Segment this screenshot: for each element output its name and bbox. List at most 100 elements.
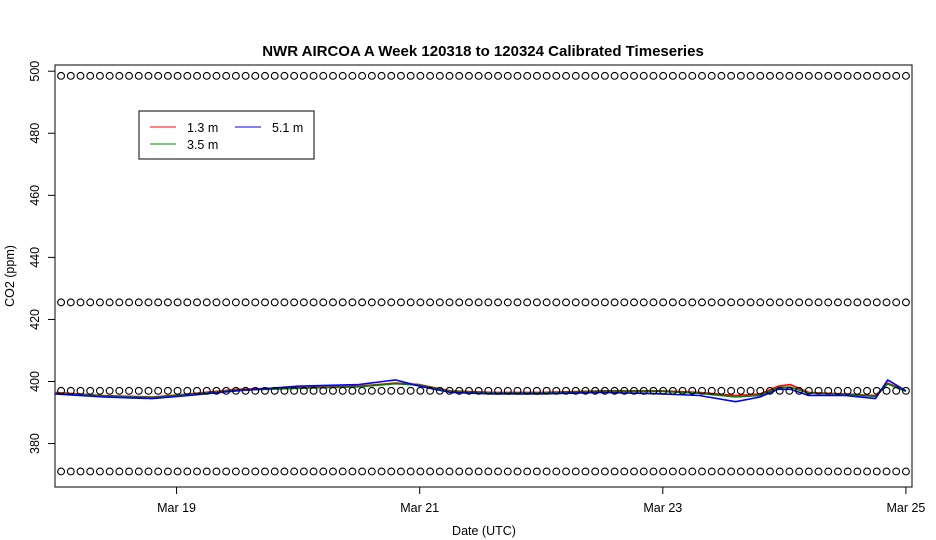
- data-point: [649, 467, 658, 476]
- data-point: [698, 467, 706, 476]
- y-tick-label: 380: [28, 433, 42, 454]
- data-point: [736, 298, 745, 307]
- data-point: [688, 298, 697, 307]
- data-point: [814, 467, 823, 476]
- data-point: [309, 71, 318, 80]
- data-point: [843, 467, 852, 476]
- data-point: [183, 386, 192, 395]
- data-point: [290, 298, 299, 307]
- data-point: [494, 298, 503, 307]
- data-point: [766, 467, 774, 476]
- data-point: [581, 467, 590, 476]
- data-point: [571, 298, 580, 307]
- data-point: [610, 386, 619, 395]
- x-tick-label: Mar 25: [886, 501, 925, 515]
- data-point: [406, 467, 415, 476]
- data-point: [833, 467, 842, 476]
- data-point: [319, 386, 328, 395]
- data-point: [57, 298, 66, 307]
- x-axis-label: Date (UTC): [452, 524, 516, 538]
- y-tick-label: 500: [28, 61, 42, 82]
- data-point: [804, 386, 813, 395]
- data-point: [358, 467, 367, 476]
- data-point: [775, 467, 784, 476]
- data-point: [435, 467, 444, 476]
- data-point: [387, 298, 396, 307]
- data-point: [57, 467, 66, 476]
- data-point: [464, 386, 473, 395]
- data-point: [853, 71, 862, 80]
- data-point: [290, 71, 299, 80]
- data-point: [833, 298, 842, 307]
- data-point: [280, 298, 289, 307]
- data-point: [843, 298, 852, 307]
- data-point: [795, 71, 804, 80]
- data-point: [115, 298, 124, 307]
- x-axis: Mar 19 Mar 21 Mar 23 Mar 25: [157, 487, 925, 515]
- data-point: [756, 298, 765, 307]
- data-point: [901, 71, 910, 80]
- data-point: [212, 71, 221, 80]
- data-point: [562, 298, 570, 307]
- data-point: [814, 386, 823, 395]
- data-point: [542, 386, 551, 395]
- data-point: [193, 71, 201, 80]
- data-point: [795, 467, 804, 476]
- data-point: [261, 71, 269, 80]
- data-point: [474, 386, 483, 395]
- data-point: [212, 386, 221, 395]
- data-point: [261, 467, 269, 476]
- data-point: [756, 386, 765, 395]
- data-point: [804, 467, 813, 476]
- data-point: [173, 386, 182, 395]
- data-point: [513, 467, 522, 476]
- data-point: [319, 467, 328, 476]
- data-point: [115, 467, 124, 476]
- data-point: [707, 298, 716, 307]
- data-point: [766, 386, 774, 395]
- data-point: [591, 467, 600, 476]
- data-point: [125, 298, 134, 307]
- data-point: [299, 467, 308, 476]
- data-point: [678, 386, 687, 395]
- legend-label-1.3m: 1.3 m: [187, 121, 218, 135]
- y-tick-label: 400: [28, 371, 42, 392]
- data-point: [717, 467, 726, 476]
- data-point: [532, 71, 541, 80]
- data-point: [445, 467, 454, 476]
- data-point: [426, 71, 435, 80]
- data-point: [668, 71, 677, 80]
- data-point: [212, 298, 221, 307]
- data-point: [66, 71, 75, 80]
- data-point: [154, 298, 163, 307]
- data-point: [261, 298, 269, 307]
- data-point: [183, 298, 192, 307]
- data-point: [766, 298, 774, 307]
- data-point: [406, 298, 415, 307]
- data-point: [532, 298, 541, 307]
- data-point: [144, 467, 153, 476]
- data-point: [348, 71, 357, 80]
- data-point: [785, 386, 794, 395]
- data-point: [299, 71, 308, 80]
- data-point: [581, 298, 590, 307]
- data-point: [591, 386, 600, 395]
- data-point: [494, 71, 503, 80]
- data-point: [610, 467, 619, 476]
- data-point: [591, 298, 600, 307]
- data-point: [766, 71, 774, 80]
- data-point: [338, 386, 347, 395]
- data-point: [785, 467, 794, 476]
- data-point: [202, 467, 211, 476]
- data-point: [280, 71, 289, 80]
- y-tick-label: 420: [28, 309, 42, 330]
- data-point: [804, 71, 813, 80]
- data-point: [746, 298, 755, 307]
- data-point: [251, 467, 260, 476]
- data-point: [843, 71, 852, 80]
- data-point: [202, 298, 211, 307]
- data-point: [338, 298, 347, 307]
- data-point: [329, 467, 337, 476]
- data-point: [882, 386, 891, 395]
- data-point: [600, 386, 609, 395]
